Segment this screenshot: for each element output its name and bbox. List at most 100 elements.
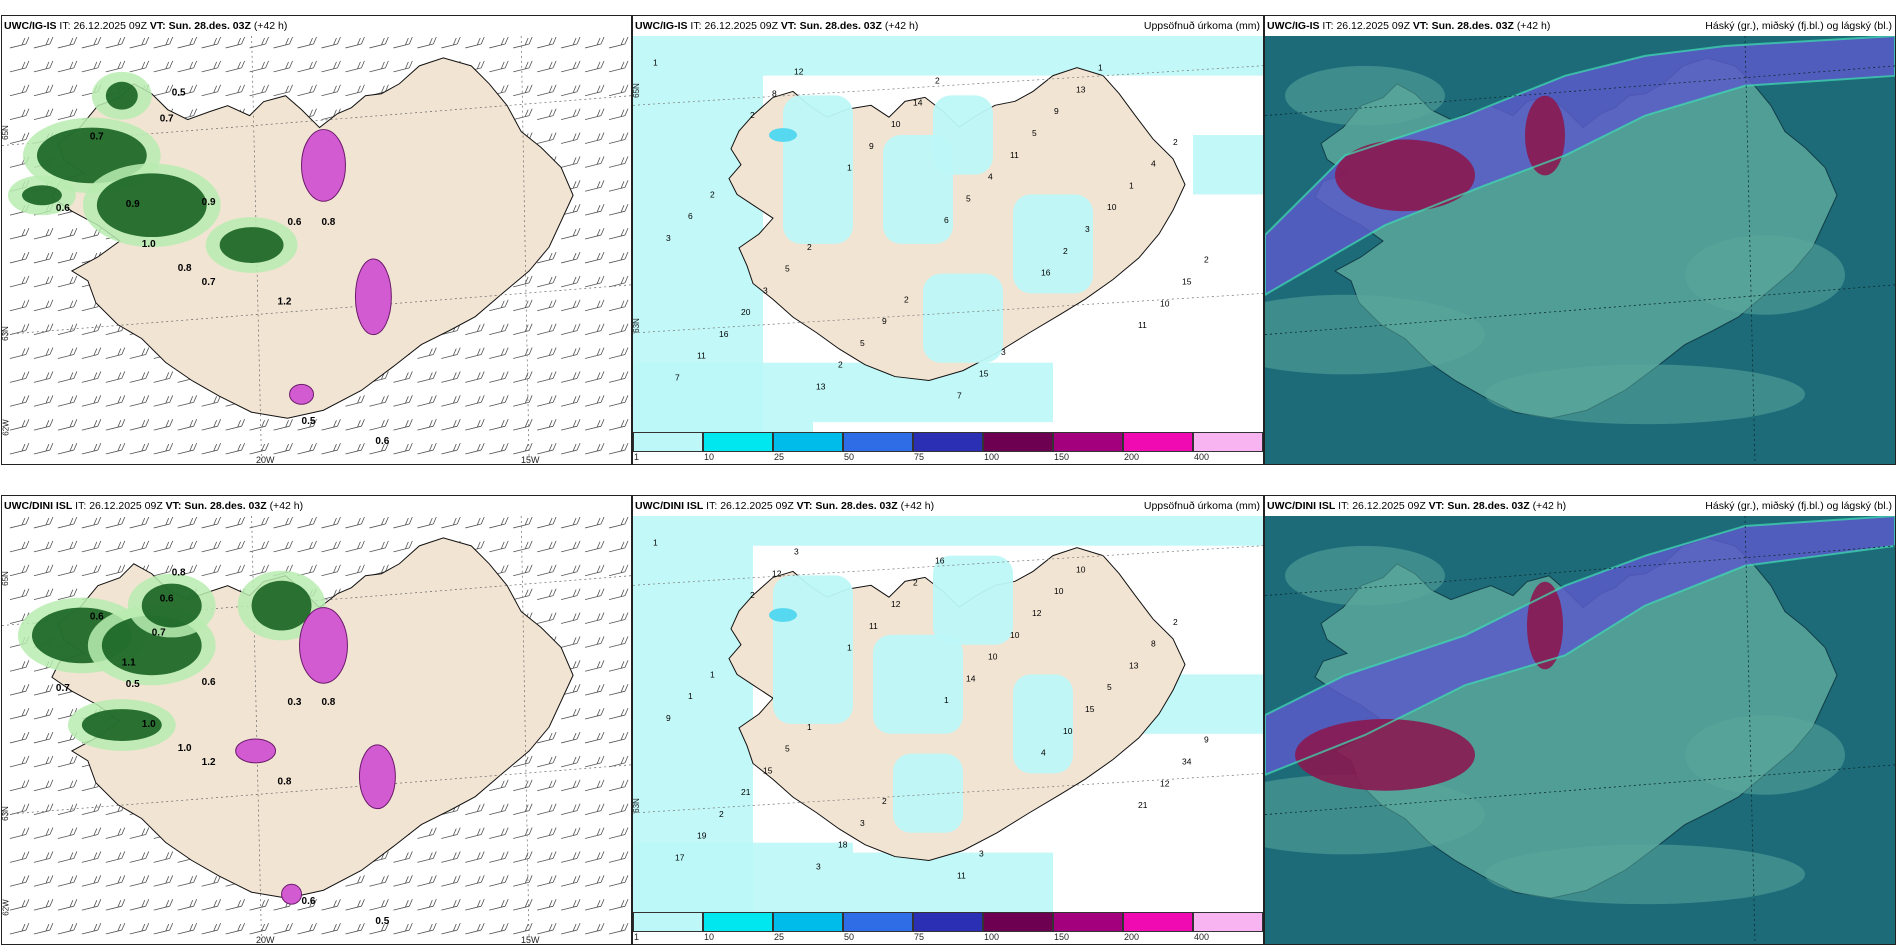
wind-barb <box>561 275 581 288</box>
wind-map[interactable]: 0.5 0.7 0.6 0.9 0.7 1.0 0.8 0.9 0.7 1.2 0.6 0.8 0.5 0… <box>2 36 631 464</box>
precip-map[interactable]: 1 2 1 1 4 21 17 12 11 14 10 12 19 3 12 10 15 34 2 3 2 10 5 9 21 1… <box>633 516 1263 912</box>
wind-barb <box>608 251 629 264</box>
wind-barb <box>513 419 533 431</box>
wind-value-label: 0.3 <box>288 697 302 708</box>
wind-value-label: 0.8 <box>178 263 192 274</box>
panel-title: Uppsöfnuð úrkoma (mm) <box>1143 20 1260 32</box>
wind-barb <box>9 588 30 600</box>
wind-barb <box>561 395 581 407</box>
wind-barb <box>57 371 78 383</box>
wind-value-label: 0.6 <box>202 677 216 688</box>
wind-barb <box>608 347 629 359</box>
wind-barb <box>201 395 222 407</box>
it-label: IT: <box>75 500 87 512</box>
wind-barb <box>393 419 413 431</box>
wind-barb <box>465 442 485 455</box>
wind-barb <box>33 803 54 815</box>
wind-barb <box>57 60 78 73</box>
wind-barb <box>249 442 269 455</box>
wind-barb <box>561 899 581 911</box>
wind-barb <box>57 36 78 49</box>
wind-value-label: 0.8 <box>321 697 335 708</box>
wind-barb <box>608 323 629 335</box>
colorbar-tick-label: 10 <box>704 452 715 462</box>
wind-value-label: 1.0 <box>142 719 156 730</box>
wind-barb <box>584 540 605 553</box>
snow-area <box>289 383 315 405</box>
snow-area <box>235 738 277 764</box>
precip-value-label: 14 <box>913 97 923 107</box>
wind-barb <box>537 299 557 312</box>
colorbar-tick-label: 50 <box>844 932 855 942</box>
wind-barb <box>608 371 629 383</box>
wind-barb <box>537 108 557 120</box>
precip-value-label: 19 <box>697 831 707 841</box>
precip-value-label: 2 <box>807 242 812 252</box>
wind-barb <box>441 36 461 49</box>
wind-barb <box>393 36 413 49</box>
wind-barb <box>417 851 437 863</box>
wind-value-label: 0.7 <box>160 114 174 125</box>
wind-barb <box>81 516 102 529</box>
wind-barb <box>489 516 509 529</box>
wind-barb <box>9 779 30 792</box>
graticule <box>633 65 1263 334</box>
model-name: UWC/DINI ISL <box>1267 500 1336 512</box>
wind-barb <box>153 371 174 383</box>
lat-label-63n: 63N <box>632 798 641 813</box>
wind-barb <box>129 395 150 407</box>
precip-value-label: 15 <box>979 369 989 379</box>
wind-barb <box>57 347 78 359</box>
wind-barb <box>608 419 629 431</box>
cloud-edge <box>1265 516 1895 776</box>
wind-barb <box>81 347 102 359</box>
cloud-map[interactable] <box>1265 36 1895 464</box>
wind-barb <box>297 516 317 529</box>
wind-barb <box>513 395 533 407</box>
wind-barb <box>513 108 533 120</box>
colorbar-tick-label: 1 <box>634 452 640 462</box>
wind-barb <box>561 540 581 553</box>
wind-barb <box>177 875 198 887</box>
it-value: 26.12.2025 09Z <box>89 500 163 512</box>
wind-barb <box>201 516 222 529</box>
wind-barb <box>369 442 389 455</box>
wind-barb <box>417 371 437 383</box>
wind-barb <box>465 516 485 529</box>
high-cloud-area <box>1295 719 1475 791</box>
low-cloud-area <box>1485 364 1805 425</box>
lead-time: (+42 h) <box>900 500 935 512</box>
wind-barb <box>561 36 581 49</box>
wind-barb <box>9 108 30 120</box>
wind-barb <box>561 108 581 120</box>
wind-barb <box>369 36 389 49</box>
wind-barb <box>153 899 174 911</box>
graticule-line <box>520 36 530 464</box>
wind-barb <box>345 899 365 911</box>
wind-barb <box>273 36 293 49</box>
wind-barb <box>489 395 509 407</box>
cloud-map[interactable] <box>1265 516 1895 944</box>
precip-value-label: 5 <box>785 744 790 754</box>
wind-barb <box>9 755 30 768</box>
wind-barb <box>489 827 509 839</box>
colorbar-tick-label: 200 <box>1124 932 1140 942</box>
vt-value: Sun. 28.des. 03Z <box>1431 20 1514 32</box>
wind-barb <box>441 442 461 455</box>
wind-barb <box>33 108 54 120</box>
wind-barb <box>489 899 509 911</box>
wind-barb <box>81 419 102 431</box>
wind-barb <box>584 395 605 407</box>
wind-barb <box>57 851 78 863</box>
precip-map[interactable]: 1 2 1 6 16 11 7 8 9 5 2 10 11 12 10 4 3 15 16 13 14 11 10 2 20 2 2… <box>633 36 1263 432</box>
wind-barb <box>321 899 341 911</box>
precip-heavy-blob <box>81 709 162 741</box>
wind-map[interactable]: 0.8 0.6 0.7 0.5 0.6 1.0 1.0 0.6 1.2 0.8 0.3 0.8 0.6 0… <box>2 516 631 944</box>
precip-value-label: 10 <box>1076 564 1086 574</box>
wind-barb <box>561 875 581 887</box>
wind-barb <box>129 922 150 935</box>
wind-barb <box>441 851 461 863</box>
panel-ig-wind: UWC/IG-IS IT: 26.12.2025 09Z VT: Sun. 28… <box>1 15 632 465</box>
precip-value-label: 13 <box>816 381 826 391</box>
wind-barb <box>513 564 533 577</box>
